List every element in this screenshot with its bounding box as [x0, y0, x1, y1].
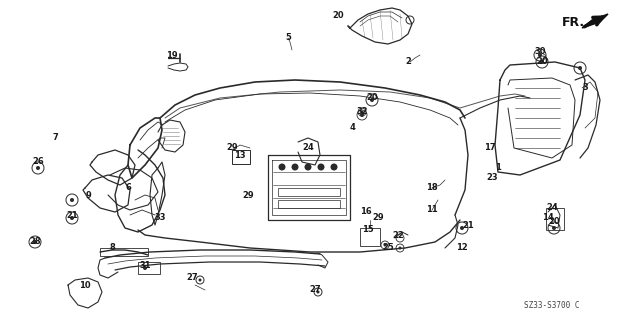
Text: 10: 10: [79, 281, 91, 290]
Text: 30: 30: [534, 47, 545, 57]
Circle shape: [370, 98, 374, 102]
Circle shape: [384, 244, 386, 246]
Text: 24: 24: [302, 143, 314, 153]
Bar: [546, 208, 564, 230]
Text: 20: 20: [366, 93, 378, 102]
Circle shape: [317, 164, 325, 171]
Circle shape: [70, 216, 74, 220]
Circle shape: [33, 240, 37, 244]
Circle shape: [361, 110, 363, 114]
Text: 7: 7: [52, 133, 58, 142]
Circle shape: [292, 164, 299, 171]
Text: 21: 21: [66, 211, 78, 220]
Text: 26: 26: [32, 157, 44, 166]
Text: 29: 29: [372, 213, 384, 222]
Text: 20: 20: [536, 58, 548, 67]
Text: 29: 29: [242, 190, 254, 199]
Circle shape: [552, 226, 556, 230]
Text: 33: 33: [154, 213, 165, 222]
Polygon shape: [582, 14, 608, 28]
Text: 22: 22: [392, 230, 404, 239]
Circle shape: [540, 60, 544, 64]
Text: 28: 28: [29, 237, 41, 246]
Circle shape: [538, 53, 542, 57]
Bar: [100, 248, 148, 256]
Text: 17: 17: [484, 143, 496, 153]
Circle shape: [317, 291, 320, 293]
Text: 31: 31: [139, 260, 151, 269]
Text: 2: 2: [405, 58, 411, 67]
Circle shape: [399, 246, 401, 250]
Text: 13: 13: [234, 150, 246, 159]
Bar: [232, 150, 250, 164]
Text: 25: 25: [382, 244, 394, 252]
Text: SZ33-S3700 C: SZ33-S3700 C: [524, 300, 580, 309]
Text: 32: 32: [356, 108, 368, 116]
Text: 19: 19: [166, 51, 178, 60]
Text: 27: 27: [309, 285, 321, 294]
Text: 16: 16: [360, 207, 372, 217]
Text: 5: 5: [285, 34, 291, 43]
Bar: [138, 262, 160, 274]
Circle shape: [578, 66, 582, 70]
Bar: [278, 188, 340, 196]
Circle shape: [198, 278, 202, 282]
Text: 6: 6: [125, 183, 131, 193]
Text: 20: 20: [332, 11, 344, 20]
Text: 27: 27: [186, 274, 198, 283]
Circle shape: [305, 164, 312, 171]
Bar: [360, 228, 380, 246]
Text: 21: 21: [462, 220, 474, 229]
Text: 29: 29: [226, 143, 238, 153]
Text: 8: 8: [109, 244, 115, 252]
Circle shape: [360, 113, 364, 117]
Text: 3: 3: [582, 84, 588, 92]
Circle shape: [330, 164, 338, 171]
Bar: [278, 200, 340, 208]
Circle shape: [70, 198, 74, 202]
Circle shape: [279, 164, 285, 171]
Text: 12: 12: [456, 244, 468, 252]
Circle shape: [36, 166, 40, 170]
Circle shape: [460, 226, 464, 230]
Text: 4: 4: [349, 124, 355, 132]
Text: 24: 24: [546, 204, 558, 212]
Text: 23: 23: [486, 173, 498, 182]
Text: 11: 11: [426, 205, 438, 214]
Text: 9: 9: [85, 190, 91, 199]
Text: 14: 14: [542, 213, 554, 222]
Text: 1: 1: [495, 164, 501, 172]
Text: FR.: FR.: [562, 15, 585, 28]
Circle shape: [143, 266, 147, 270]
Text: 15: 15: [362, 226, 374, 235]
Text: 20: 20: [548, 218, 560, 227]
Text: 18: 18: [426, 183, 438, 193]
